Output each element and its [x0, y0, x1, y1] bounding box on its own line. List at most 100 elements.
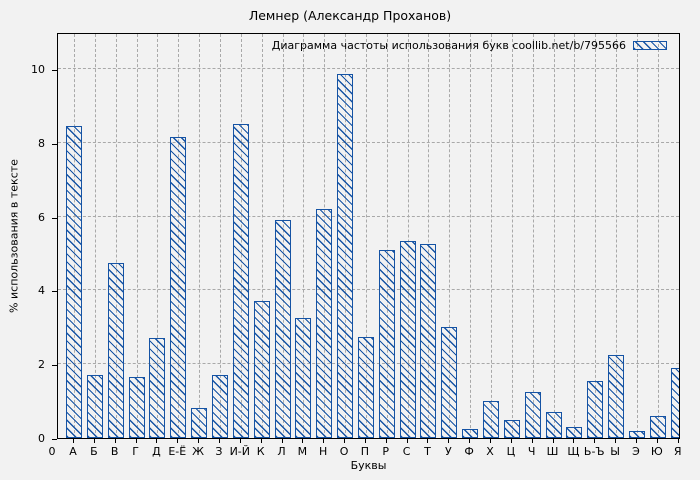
- bar-Щ: [566, 426, 583, 438]
- x-tick-label-Е-Ё: Е-Ё: [168, 445, 187, 458]
- plot-area: Диаграмма частоты использования букв coo…: [57, 33, 680, 439]
- x-tick-mark: [656, 439, 658, 443]
- v-gridline-Т: [428, 34, 430, 438]
- x-tick-mark: [490, 439, 491, 443]
- x-tick-mark: [114, 439, 116, 443]
- x-tick-label-О: О: [339, 445, 349, 458]
- bar-В: [107, 262, 124, 438]
- x-tick-mark: [406, 439, 408, 443]
- x-tick-label-Б: Б: [90, 445, 98, 458]
- chart-title: Лемнер (Александр Проханов): [248, 8, 452, 23]
- y-tick-mark: [52, 217, 57, 219]
- y-tick-label-6: 6: [38, 210, 45, 224]
- bar-Х: [483, 401, 499, 438]
- x-tick-mark: [93, 439, 95, 443]
- x-tick-mark: [344, 439, 346, 443]
- x-tick-label-Т: Т: [424, 445, 431, 458]
- x-tick-mark: [239, 439, 241, 443]
- x-tick-label-Ш: Ш: [546, 445, 559, 458]
- bar-Ы: [608, 354, 625, 438]
- bar-К: [253, 301, 270, 438]
- bar-Р: [378, 249, 395, 438]
- bar-У: [441, 327, 458, 438]
- legend-swatch: [633, 41, 667, 50]
- x-tick-mark: [73, 439, 74, 443]
- x-tick-label-Ь-Ъ: Ь-Ъ: [583, 445, 605, 458]
- legend-label: Диаграмма частоты использования букв coo…: [271, 39, 626, 52]
- x-tick-label-Х: Х: [486, 445, 494, 458]
- x-tick-label-Д: Д: [152, 445, 161, 458]
- x-tick-mark: [677, 439, 679, 443]
- v-gridline-Ц: [511, 34, 513, 438]
- x-tick-label-Э: Э: [632, 445, 640, 458]
- bar-Я: [670, 367, 679, 438]
- bar-Е-Ё: [170, 137, 187, 438]
- x-tick-mark: [156, 439, 158, 443]
- x-tick-label-М: М: [297, 445, 308, 458]
- x-tick-mark: [323, 439, 325, 443]
- x-tick-mark: [302, 439, 304, 443]
- x-tick-mark: [573, 439, 575, 443]
- bar-Ш: [545, 412, 562, 438]
- bar-Ц: [503, 419, 520, 438]
- bar-Ь-Ъ: [587, 380, 604, 438]
- x-tick-label-Щ: Щ: [567, 445, 580, 458]
- x-tick-mark: [198, 439, 200, 443]
- y-tick-mark: [52, 365, 57, 367]
- v-gridline-М: [303, 34, 305, 438]
- bar-Н: [316, 209, 333, 438]
- y-tick-label-2: 2: [38, 358, 45, 372]
- x-tick-label-Г: Г: [132, 445, 139, 458]
- x-tick-label-Ы: Ы: [610, 445, 620, 458]
- x-tick-mark: [531, 439, 533, 443]
- x-tick-mark: [594, 439, 596, 443]
- v-gridline-Ч: [532, 34, 534, 438]
- x-tick-mark: [635, 439, 637, 443]
- legend: Диаграмма частоты использования букв coo…: [272, 39, 667, 52]
- x-axis-label: Буквы: [350, 459, 387, 472]
- bar-А: [66, 126, 82, 438]
- bar-М: [295, 318, 312, 438]
- y-tick-mark: [52, 143, 57, 145]
- y-tick-label-4: 4: [38, 284, 45, 298]
- x-tick-label-Ю: Ю: [650, 445, 663, 458]
- x-tick-mark: [615, 439, 617, 443]
- x-tick-label-Н: Н: [319, 445, 328, 458]
- bar-Ж: [191, 408, 208, 438]
- bar-С: [399, 240, 416, 438]
- v-gridline-Ь-Ъ: [595, 34, 597, 438]
- v-gridline-Д: [157, 34, 159, 438]
- x-tick-label-И-Й: И-Й: [229, 445, 251, 458]
- x-tick-mark: [427, 439, 429, 443]
- y-tick-mark: [52, 439, 57, 440]
- bar-Г: [128, 377, 145, 438]
- v-gridline-Ж: [199, 34, 201, 438]
- x-tick-label-У: У: [444, 445, 452, 458]
- y-tick-label-0: 0: [38, 432, 45, 445]
- v-gridline-Я: [678, 34, 679, 438]
- x-tick-label-А: А: [69, 445, 77, 458]
- v-gridline-Р: [386, 34, 388, 438]
- y-tick-label-8: 8: [38, 136, 45, 150]
- x-tick-mark: [448, 439, 450, 443]
- v-gridline-П: [365, 34, 367, 438]
- bar-О: [337, 74, 354, 438]
- bar-Л: [274, 220, 291, 438]
- v-gridline-С: [407, 34, 409, 438]
- bar-Б: [86, 375, 103, 438]
- bar-И-Й: [232, 124, 249, 438]
- bar-Ч: [524, 391, 541, 438]
- y-tick-mark: [52, 291, 57, 293]
- x-tick-mark: [510, 439, 512, 443]
- h-gridline-4: [58, 289, 679, 291]
- v-gridline-Г: [136, 34, 138, 438]
- v-gridline-Э: [636, 34, 638, 438]
- v-gridline-У: [449, 34, 451, 438]
- x-tick-label-Ж: Ж: [192, 445, 205, 458]
- x-tick-mark: [135, 439, 137, 443]
- x-tick-label-С: С: [402, 445, 411, 458]
- x-tick-mark: [469, 439, 471, 443]
- v-gridline-Щ: [574, 34, 576, 438]
- x-tick-label-origin: 0: [48, 445, 56, 458]
- x-tick-label-Л: Л: [277, 445, 286, 458]
